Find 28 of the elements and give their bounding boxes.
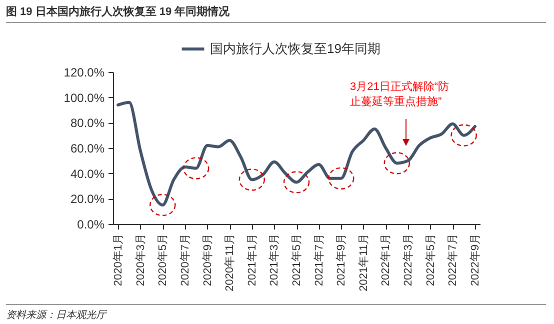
x-tick-label: 2021年1月 [246,234,258,286]
y-tick-label: 40.0% [70,166,105,181]
x-tick-label: 2021年5月 [291,234,303,286]
x-tick-label: 2021年3月 [268,234,281,286]
x-tick-label: 2022年3月 [402,234,415,286]
y-tick-label: 80.0% [70,116,105,130]
x-tick-label: 2020年9月 [202,234,214,286]
x-tick-label: 2020年5月 [157,234,170,286]
text: 资料来源：日本观光厅 [6,304,546,322]
x-tick-label: 2021年7月 [313,234,326,286]
x-tick-label: 2020年7月 [179,234,192,286]
x-tick-label: 2021年9月 [336,234,348,286]
y-tick-label: 20.0% [70,192,105,206]
legend-label: 国内旅行人次恢复至19年同期 [210,41,380,56]
x-tick-label: 2021年11月 [358,234,370,292]
x-tick-label: 2022年5月 [424,234,437,286]
x-tick-label: 2020年3月 [134,234,147,286]
y-tick-label: 120.0% [64,66,105,80]
y-tick-label: 0.0% [77,218,105,232]
x-tick-label: 2020年11月 [224,234,236,292]
x-tick-label: 2020年1月 [112,234,125,286]
x-tick-label: 2022年7月 [447,234,460,286]
x-tick-label: 2022年1月 [380,234,392,286]
x-tick-label: 2022年9月 [469,234,482,286]
annotation: 3月21日正式解除“防止蔓延等重点措施” [350,80,450,110]
chart-title: 图 19 日本国内旅行人次恢复至 19 年同期情况 [6,4,546,23]
y-tick-label: 100.0% [64,90,105,105]
y-tick-label: 60.0% [70,142,105,156]
